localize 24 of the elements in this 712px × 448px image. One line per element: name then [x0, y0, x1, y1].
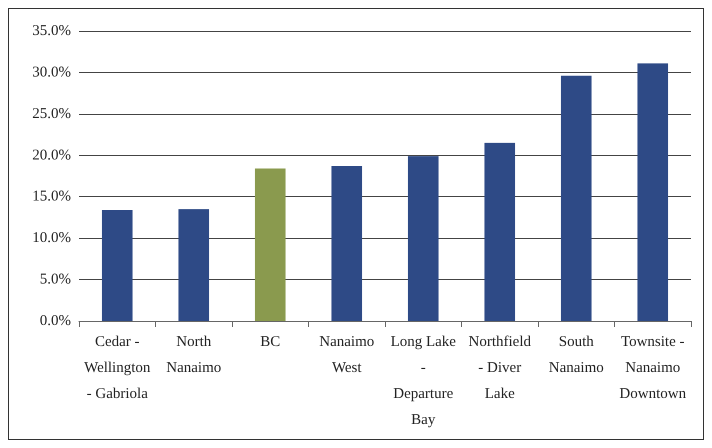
bar: [102, 210, 133, 321]
y-tick-label: 35.0%: [32, 23, 71, 39]
y-tick-label: 25.0%: [32, 106, 71, 122]
y-tick-label: 15.0%: [32, 188, 71, 205]
bar: [484, 142, 516, 321]
x-tick-label: BC: [260, 334, 280, 350]
bar: [178, 209, 210, 321]
bar: [254, 168, 286, 321]
x-tick-label: Townsite - Nanaimo Downtown: [619, 334, 687, 402]
bar: [560, 76, 592, 321]
x-tick-label: Cedar - Wellington - Gabriola: [84, 334, 151, 402]
y-tick-label: 10.0%: [32, 230, 71, 246]
x-tick-label: Nanaimo West: [319, 334, 374, 376]
x-tick-label: South Nanaimo: [548, 334, 604, 376]
x-tick-label: North Nanaimo: [166, 334, 222, 376]
x-tick-label: Northfield - Diver Lake: [468, 334, 532, 402]
y-tick-label: 20.0%: [32, 147, 71, 164]
bar: [408, 156, 439, 321]
x-tick-label: Long Lake - Departure Bay: [390, 334, 456, 428]
y-tick-label: 0.0%: [40, 313, 71, 329]
y-tick-label: 5.0%: [40, 272, 71, 288]
bar: [637, 63, 668, 321]
bar: [331, 166, 362, 321]
y-tick-label: 30.0%: [32, 64, 71, 80]
